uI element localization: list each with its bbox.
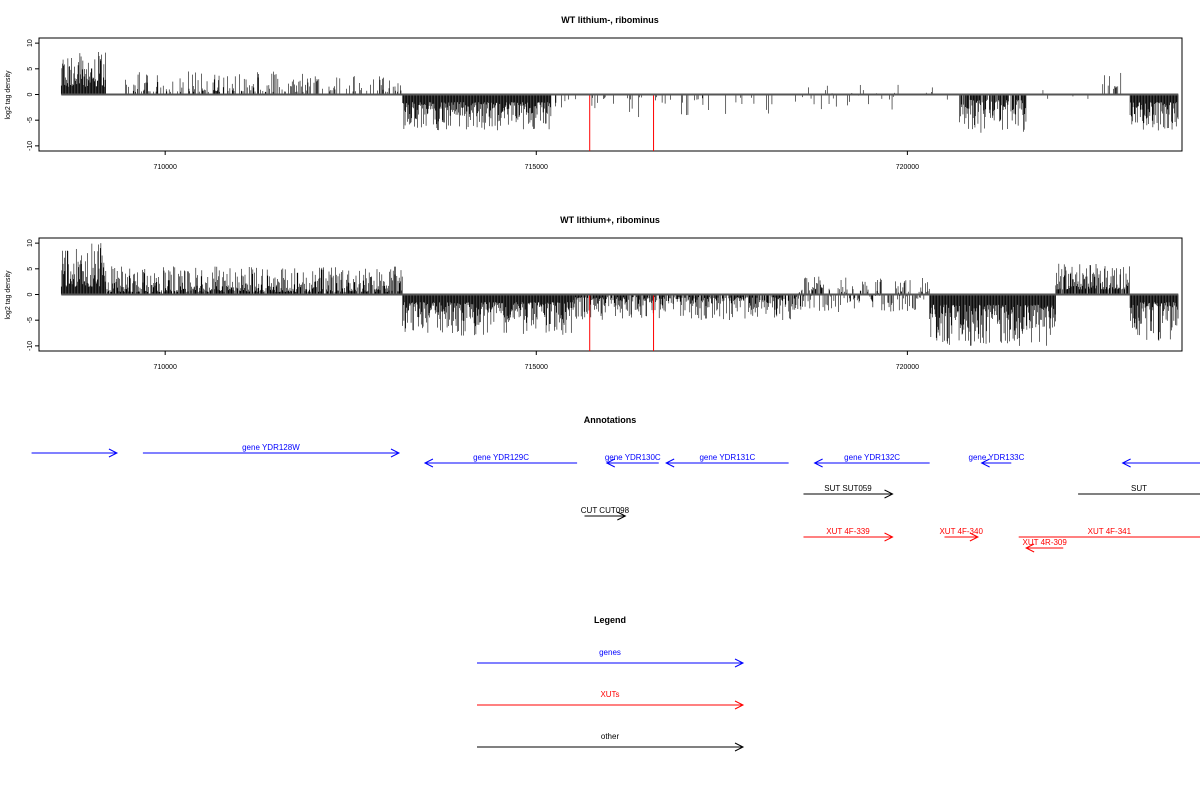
annotation-feature: XUT 4F-341 bbox=[1018, 527, 1200, 538]
x-tick-label: 710000 bbox=[153, 364, 176, 371]
x-tick-label: 710000 bbox=[153, 164, 176, 171]
y-tick-label: 10 bbox=[27, 239, 34, 247]
annotation-arrowhead bbox=[605, 458, 616, 468]
annotation-arrowhead bbox=[884, 489, 894, 499]
annotation-label: XUT 4F-339 bbox=[826, 527, 870, 536]
y-tick-label: 0 bbox=[27, 92, 34, 96]
annotation-label: gene YDR132C bbox=[844, 453, 900, 462]
annotation-feature bbox=[1121, 458, 1200, 468]
legend-label: XUTs bbox=[600, 690, 619, 699]
y-axis-label: log2 tag density bbox=[5, 270, 12, 320]
y-tick-label: -5 bbox=[27, 317, 34, 323]
legend-item: other bbox=[477, 732, 745, 752]
y-axis: 10 5 0 -5 -10 bbox=[27, 39, 39, 151]
legend-item: XUTs bbox=[477, 690, 745, 710]
annotation-feature: gene YDR131C bbox=[665, 453, 789, 468]
y-axis: 10 5 0 -5 -10 bbox=[27, 239, 39, 351]
annotation-label: XUT 4F-341 bbox=[1088, 527, 1132, 536]
annotation-feature: gene YDR128W bbox=[142, 443, 401, 458]
annotation-feature: SUT bbox=[1078, 484, 1200, 495]
annotation-label: gene YDR133C bbox=[969, 453, 1025, 462]
track-panel-lithium-plus: WT lithium+, ribominus log2 tag density … bbox=[5, 215, 1183, 371]
y-tick-label: 0 bbox=[27, 292, 34, 296]
annotation-arrowhead bbox=[665, 458, 675, 468]
density-bars bbox=[60, 243, 1179, 351]
annotation-feature: gene YDR129C bbox=[423, 453, 578, 468]
annotation-feature: gene YDR130C bbox=[605, 453, 661, 468]
annotation-label: gene YDR130C bbox=[605, 453, 661, 462]
legend: Legend genes XUTs other bbox=[477, 615, 745, 752]
annotation-label: gene YDR131C bbox=[699, 453, 755, 462]
annotation-tracks: gene YDR128W gene YDR129C gene YDR130C gene… bbox=[31, 443, 1200, 553]
annotation-arrowhead bbox=[1025, 543, 1035, 553]
annotation-feature: SUT SUT059 bbox=[803, 484, 894, 499]
legend-item: genes bbox=[477, 648, 745, 668]
annotation-feature: gene YDR133C bbox=[969, 453, 1025, 468]
annotation-arrowhead bbox=[1121, 458, 1131, 468]
track-panel-lithium-minus: WT lithium-, ribominus log2 tag density … bbox=[5, 15, 1183, 171]
legend-label: other bbox=[601, 732, 620, 741]
legend-swatch-arrowhead bbox=[734, 658, 745, 668]
annotation-arrowhead bbox=[423, 458, 434, 468]
annotation-label: XUT 4R-309 bbox=[1023, 538, 1068, 547]
annotation-feature: XUT 4F-339 bbox=[803, 527, 894, 542]
annotation-label: gene YDR128W bbox=[242, 443, 300, 452]
legend-title: Legend bbox=[594, 615, 626, 625]
panel-title: WT lithium-, ribominus bbox=[561, 15, 659, 25]
x-tick-label: 720000 bbox=[896, 364, 919, 371]
annotation-label: SUT SUT059 bbox=[824, 484, 872, 493]
x-tick-label: 715000 bbox=[525, 364, 548, 371]
y-tick-label: -5 bbox=[27, 117, 34, 123]
x-axis: 710000 715000 720000 bbox=[153, 351, 919, 371]
annotation-feature: gene YDR132C bbox=[813, 453, 930, 468]
x-tick-label: 720000 bbox=[896, 164, 919, 171]
annotation-arrowhead bbox=[884, 532, 894, 542]
annotation-label: XUT 4F-340 bbox=[939, 527, 983, 536]
legend-swatch-arrowhead bbox=[734, 742, 745, 752]
annotation-feature: XUT 4F-340 bbox=[939, 527, 983, 542]
annotation-arrowhead bbox=[108, 448, 119, 458]
annotation-arrowhead bbox=[969, 532, 980, 542]
panel-title: WT lithium+, ribominus bbox=[560, 215, 660, 225]
x-tick-label: 715000 bbox=[525, 164, 548, 171]
y-tick-label: -10 bbox=[27, 341, 34, 351]
legend-label: genes bbox=[599, 648, 621, 657]
y-tick-label: 5 bbox=[27, 67, 34, 71]
annotation-label: CUT CUT098 bbox=[581, 506, 630, 515]
annotation-label: gene YDR129C bbox=[473, 453, 529, 462]
legend-items: genes XUTs other bbox=[477, 648, 745, 752]
annotation-feature: CUT CUT098 bbox=[581, 506, 630, 521]
annotation-arrowhead bbox=[617, 511, 627, 521]
annotation-arrowhead bbox=[980, 458, 990, 468]
annotation-arrowhead bbox=[390, 448, 401, 458]
legend-swatch-arrowhead bbox=[734, 700, 745, 710]
density-bars bbox=[60, 52, 1179, 151]
y-tick-label: -10 bbox=[27, 141, 34, 151]
y-tick-label: 5 bbox=[27, 267, 34, 271]
annotations-title: Annotations bbox=[584, 415, 637, 425]
annotation-label: SUT bbox=[1131, 484, 1147, 493]
annotation-arrowhead bbox=[813, 458, 823, 468]
x-axis: 710000 715000 720000 bbox=[153, 151, 919, 171]
annotation-feature bbox=[31, 448, 119, 458]
annotation-feature: XUT 4R-309 bbox=[1023, 538, 1068, 553]
y-axis-label: log2 tag density bbox=[5, 70, 12, 120]
y-tick-label: 10 bbox=[27, 39, 34, 47]
